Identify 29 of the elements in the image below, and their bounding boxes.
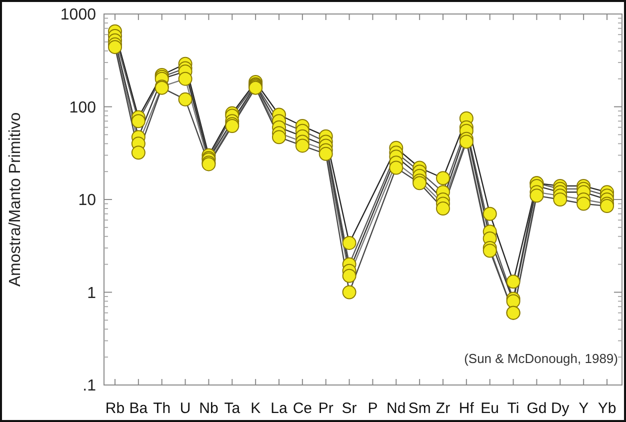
x-tick-label: Th: [153, 400, 171, 417]
x-tick-label: Dy: [550, 400, 570, 417]
x-tick-label: Pr: [318, 400, 334, 417]
x-tick-label: Zr: [436, 400, 450, 417]
annotation: (Sun & McDonough, 1989): [464, 351, 618, 366]
y-tick-label: 100: [69, 99, 96, 116]
y-tick-label: .1: [82, 378, 96, 395]
x-tick-label: Ta: [224, 400, 241, 417]
y-tick-label: 1000: [60, 6, 96, 24]
x-tick-label: Hf: [458, 400, 475, 417]
x-tick-label: Nd: [386, 400, 406, 417]
x-tick-label: Nb: [199, 400, 218, 417]
x-tick-label: P: [368, 400, 378, 417]
x-tick-label: K: [250, 400, 261, 417]
x-tick-label: Gd: [526, 400, 547, 417]
x-tick-label: La: [270, 400, 288, 417]
x-tick-label: Eu: [480, 400, 500, 417]
x-tick-label: Yb: [598, 400, 616, 417]
x-tick-label: Sm: [408, 400, 431, 417]
x-tick-label: Ce: [292, 400, 312, 417]
x-tick-label: Sr: [342, 400, 357, 417]
x-tick-label: Rb: [105, 400, 125, 417]
y-tick-label: 10: [78, 192, 96, 210]
x-tick-label: Y: [578, 400, 589, 417]
x-tick-label: U: [180, 400, 191, 417]
y-axis-title: Amostra/Manto Primitivo: [7, 112, 24, 287]
y-tick-label: 1: [87, 284, 96, 302]
x-tick-label: Ba: [129, 400, 148, 417]
x-tick-label: Ti: [507, 400, 520, 417]
